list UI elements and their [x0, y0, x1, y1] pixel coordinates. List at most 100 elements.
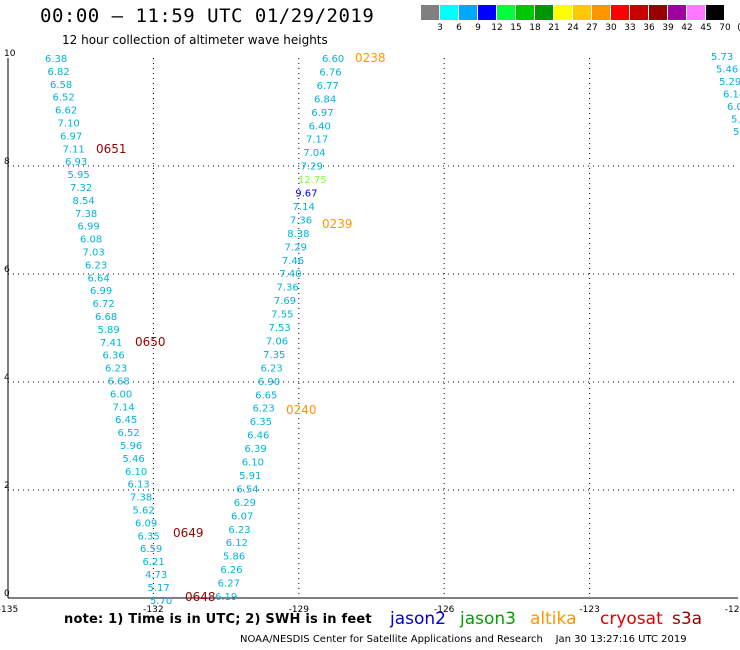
- track-b-value: 7.17: [306, 135, 328, 146]
- track-c-value: 6.14: [723, 90, 740, 101]
- track-b-value: 7.40: [279, 269, 301, 280]
- colorbar-label: 42: [681, 23, 693, 33]
- track-a-time-label: 0648: [185, 590, 216, 604]
- track-b-value: 6.39: [244, 444, 266, 455]
- track-c-value: 5.29: [719, 77, 740, 88]
- track-c-value: 5.73: [711, 52, 733, 63]
- track-b-value: 6.26: [220, 565, 242, 576]
- y-tick-label: 8: [4, 157, 10, 167]
- colorbar-label: 21: [548, 23, 560, 33]
- track-b-value: 7.04: [303, 148, 325, 159]
- track-b-value: 5.86: [223, 552, 245, 563]
- satellite-legend-jason3: jason3: [460, 609, 516, 629]
- track-a-value: 7.38: [75, 209, 97, 220]
- chart-subtitle: 12 hour collection of altimeter wave hei…: [62, 33, 328, 47]
- colorbar-swatch: [706, 5, 725, 20]
- colorbar-swatch: [516, 5, 535, 20]
- track-a-value: 6.58: [50, 80, 72, 91]
- track-a-value: 7.11: [63, 144, 85, 155]
- track-a-time-label: 0651: [96, 142, 127, 156]
- colorbar-swatch: [573, 5, 592, 20]
- track-a-value: 6.00: [110, 389, 132, 400]
- y-tick-label: 10: [4, 49, 16, 59]
- x-tick-label: -129: [289, 605, 310, 615]
- colorbar-swatch: [440, 5, 459, 20]
- track-a-value: 6.99: [78, 222, 100, 233]
- satellite-legend-s3a: s3a: [672, 609, 703, 629]
- track-b-value: 6.12: [226, 538, 248, 549]
- track-c-value: 6.0: [727, 102, 740, 113]
- credit-line: NOAA/NESDIS Center for Satellite Applica…: [240, 634, 687, 645]
- track-a-value: 6.21: [143, 557, 165, 568]
- track-b-value: 7.35: [263, 350, 285, 361]
- colorbar-swatch: [497, 5, 516, 20]
- track-b-value: 7.53: [269, 323, 291, 334]
- track-a-value: 6.72: [93, 299, 115, 310]
- x-tick-label: -120: [725, 605, 740, 615]
- track-a-time-label: 0649: [173, 526, 204, 540]
- track-b-value: 7.55: [271, 310, 293, 321]
- track-b-value: 6.07: [231, 511, 253, 522]
- track-a-time-label: 0650: [135, 335, 166, 349]
- track-a-value: 7.14: [113, 402, 135, 413]
- track-b-value: 6.84: [314, 94, 336, 105]
- track-b-value: 7.29: [301, 162, 323, 173]
- track-a-value: 7.38: [130, 493, 152, 504]
- track-b-value: 6.65: [255, 390, 277, 401]
- colorbar-swatch: [611, 5, 630, 20]
- track-b-time-label: 0238: [355, 51, 386, 65]
- colorbar-label: 6: [456, 23, 462, 33]
- satellite-legend-cryosat: cryosat: [600, 609, 663, 629]
- track-a-value: 6.45: [115, 415, 137, 426]
- colorbar-swatch: [535, 5, 554, 20]
- track-a-value: 6.23: [85, 260, 107, 271]
- track-b-value: 6.46: [247, 431, 269, 442]
- track-b-value: 5.91: [239, 471, 261, 482]
- track-a-value: 5.62: [133, 506, 155, 517]
- track-a-value: 7.41: [100, 338, 122, 349]
- track-a-value: 6.08: [80, 235, 102, 246]
- colorbar-label: 45: [700, 23, 712, 33]
- y-tick-label: 4: [4, 373, 10, 383]
- track-a-value: 6.23: [105, 364, 127, 375]
- x-tick-label: -135: [0, 605, 18, 615]
- track-a-value: 6.13: [128, 480, 150, 491]
- track-b-value: 6.76: [319, 67, 341, 78]
- track-a-value: 6.09: [135, 518, 157, 529]
- track-b-value: 7.36: [277, 283, 299, 294]
- track-b-value: 6.60: [322, 54, 344, 65]
- track-b-value: 12.75: [298, 175, 327, 186]
- colorbar-swatch: [649, 5, 668, 20]
- track-a-value: 6.68: [95, 312, 117, 323]
- track-a-value: 5.96: [120, 441, 142, 452]
- colorbar-label: 24: [567, 23, 579, 33]
- chart-title: 00:00 – 11:59 UTC 01/29/2019: [40, 5, 375, 27]
- track-a-value: 6.64: [88, 273, 110, 284]
- colorbar-label: 27: [586, 23, 598, 33]
- track-a-value: 6.97: [60, 131, 82, 142]
- track-b-value: 6.23: [252, 404, 274, 415]
- track-a-value: 6.99: [90, 286, 112, 297]
- track-b-value: 7.29: [285, 242, 307, 253]
- track-a-value: 5.89: [98, 325, 120, 336]
- track-a-value: 6.59: [140, 544, 162, 555]
- track-c-value: 5.46: [716, 65, 738, 76]
- track-a-value: 6.52: [53, 93, 75, 104]
- legend-note: note: 1) Time is in UTC; 2) SWH is in fe…: [64, 612, 372, 627]
- colorbar-label: 30: [605, 23, 617, 33]
- colorbar-label: 36: [643, 23, 655, 33]
- track-b-value: 8.38: [287, 229, 309, 240]
- colorbar-swatch: [459, 5, 478, 20]
- track-b-value: 6.23: [260, 363, 282, 374]
- colorbar-swatch: [554, 5, 573, 20]
- x-tick-label: -123: [579, 605, 599, 615]
- track-a-value: 5.17: [148, 583, 170, 594]
- colorbar-label: 9: [475, 23, 481, 33]
- track-b-value: 7.14: [293, 202, 315, 213]
- track-b-value: 9.67: [295, 189, 317, 200]
- track-b-value: 6.77: [317, 81, 339, 92]
- track-a-value: 7.32: [70, 183, 92, 194]
- colorbar-label: 3: [437, 23, 443, 33]
- track-c-value: 5.: [733, 127, 740, 138]
